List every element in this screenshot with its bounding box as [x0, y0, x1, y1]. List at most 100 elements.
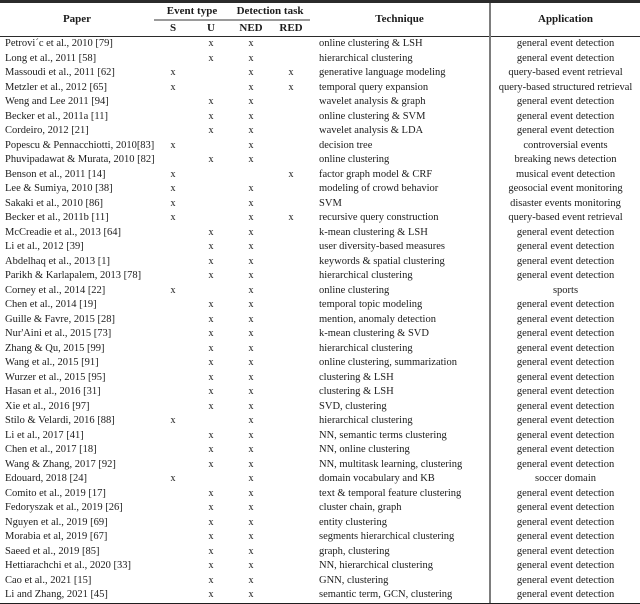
technique-cell: segments hierarchical clustering [319, 531, 455, 542]
ned-cell: x [248, 473, 254, 484]
table-row: Parikh & Karlapalem, 2013 [78] x x hierarch… [0, 269, 640, 284]
ned-cell: x [248, 139, 254, 151]
paper-cell: Morabia et al, 2019 [67] [5, 531, 108, 542]
s-cell [154, 501, 192, 516]
application-cell: general event detection [489, 414, 640, 429]
application-cell: general event detection [489, 356, 640, 371]
paper-cell: Phuvipadawat & Murata, 2010 [82] [5, 154, 154, 165]
paper-cell: Comito et al., 2019 [17] [5, 487, 106, 499]
application-cell: general event detection [489, 515, 640, 530]
application-cell: general event detection [489, 124, 640, 139]
s-cell [154, 95, 192, 110]
paper-cell: Li et al., 2017 [41] [5, 429, 84, 441]
red-cell [272, 458, 310, 473]
application-cell: general event detection [489, 399, 640, 414]
table-row: Long et al., 2011 [58] x x hierarchical clu… [0, 51, 640, 66]
technique-cell: mention, anomaly detection [319, 313, 436, 325]
s-cell [154, 559, 192, 574]
technique-cell: online clustering & LSH [319, 38, 423, 49]
u-cell: x [208, 125, 214, 136]
ned-cell: x [248, 183, 254, 194]
technique-cell: k-mean clustering & SVD [319, 328, 429, 339]
ned-cell: x [248, 125, 254, 136]
application-cell: general event detection [489, 544, 640, 559]
red-cell [272, 501, 310, 516]
table-row: Cao et al., 2021 [15] x x GNN, clustering ge… [0, 573, 640, 588]
table-row: Morabia et al, 2019 [67] x x segments hiera… [0, 530, 640, 545]
table-row: Phuvipadawat & Murata, 2010 [82] x x online… [0, 153, 640, 168]
s-cell [154, 269, 192, 284]
paper-cell: McCreadie et al., 2013 [64] [5, 226, 122, 238]
technique-cell: online clustering & SVM [319, 110, 426, 122]
paper-cell: Lee & Sumiya, 2010 [38] [5, 183, 113, 194]
paper-cell: Wang et al., 2015 [91] [5, 357, 99, 368]
technique-cell: GNN, clustering [319, 574, 389, 586]
ned-cell: x [248, 81, 254, 93]
table-row: Cordeiro, 2012 [21] x x wavelet analysis & … [0, 124, 640, 139]
u-cell: x [208, 154, 214, 165]
red-cell [272, 429, 310, 444]
technique-cell: NN, multitask learning, clustering [319, 458, 463, 470]
application-cell: controversial events [489, 138, 640, 153]
s-cell: x [170, 139, 176, 151]
red-cell [272, 298, 310, 313]
u-cell: x [208, 255, 214, 267]
u-cell: x [208, 371, 214, 383]
table-row: Li et al., 2017 [41] x x NN, semantic terms… [0, 428, 640, 444]
paper-cell: Chen et al., 2014 [19] [5, 299, 97, 310]
s-cell [154, 385, 192, 400]
s-cell [154, 327, 192, 342]
s-cell [154, 240, 192, 255]
u-cell: x [208, 38, 214, 49]
ned-cell: x [248, 154, 254, 165]
red-cell: x [288, 212, 294, 223]
u-cell: x [208, 270, 214, 281]
u-cell [192, 66, 230, 81]
paper-cell: Hettiarachchi et al., 2020 [33] [5, 560, 131, 571]
ned-cell: x [248, 67, 254, 78]
paper-cell: Nur'Aini et al., 2015 [73] [5, 328, 112, 339]
technique-cell: NN, hierarchical clustering [319, 560, 434, 571]
application-cell: general event detection [489, 95, 640, 110]
s-cell [154, 110, 192, 125]
table-row: Sakaki et al., 2010 [86] x x SVM disaster ev… [0, 196, 640, 212]
u-cell: x [208, 386, 214, 397]
col-group-detection-task: Detection task [230, 1, 311, 21]
technique-cell: semantic term, GCN, clustering [319, 589, 453, 600]
ned-cell: x [248, 589, 254, 600]
ned-cell: x [248, 110, 254, 122]
red-cell [272, 559, 310, 574]
application-cell: general event detection [489, 559, 640, 574]
ned-cell: x [248, 574, 254, 586]
table-row: Wurzer et al., 2015 [95] x x clustering & L… [0, 370, 640, 385]
red-cell [272, 110, 310, 125]
header-subcolumn-row: S U NED RED [0, 20, 640, 37]
u-cell: x [208, 516, 214, 528]
red-cell [272, 443, 310, 458]
application-cell: general event detection [489, 312, 640, 327]
u-cell [192, 168, 230, 183]
u-cell: x [208, 545, 214, 557]
ned-cell: x [248, 96, 254, 107]
red-cell [272, 545, 310, 560]
ned-cell: x [248, 502, 254, 513]
red-cell [272, 342, 310, 357]
ned-cell: x [248, 458, 254, 470]
paper-cell: Cao et al., 2021 [15] [5, 574, 92, 586]
table-row: Popescu & Pennacchiotti, 2010[83] x x decis… [0, 138, 640, 153]
col-header-s: S [169, 22, 177, 34]
red-cell [272, 530, 310, 545]
u-cell: x [208, 52, 214, 64]
red-cell [272, 197, 310, 212]
s-cell [154, 356, 192, 371]
table-row: Chen et al., 2014 [19] x x temporal topic m… [0, 298, 640, 313]
u-cell [192, 211, 230, 226]
ned-cell: x [248, 197, 254, 209]
u-cell: x [208, 444, 214, 455]
ned-cell: x [248, 241, 254, 252]
u-cell: x [208, 531, 214, 542]
ned-cell: x [248, 560, 254, 571]
red-cell [272, 37, 310, 52]
ned-cell: x [248, 226, 254, 238]
table-row: Wang et al., 2015 [91] x x online clusterin… [0, 356, 640, 371]
